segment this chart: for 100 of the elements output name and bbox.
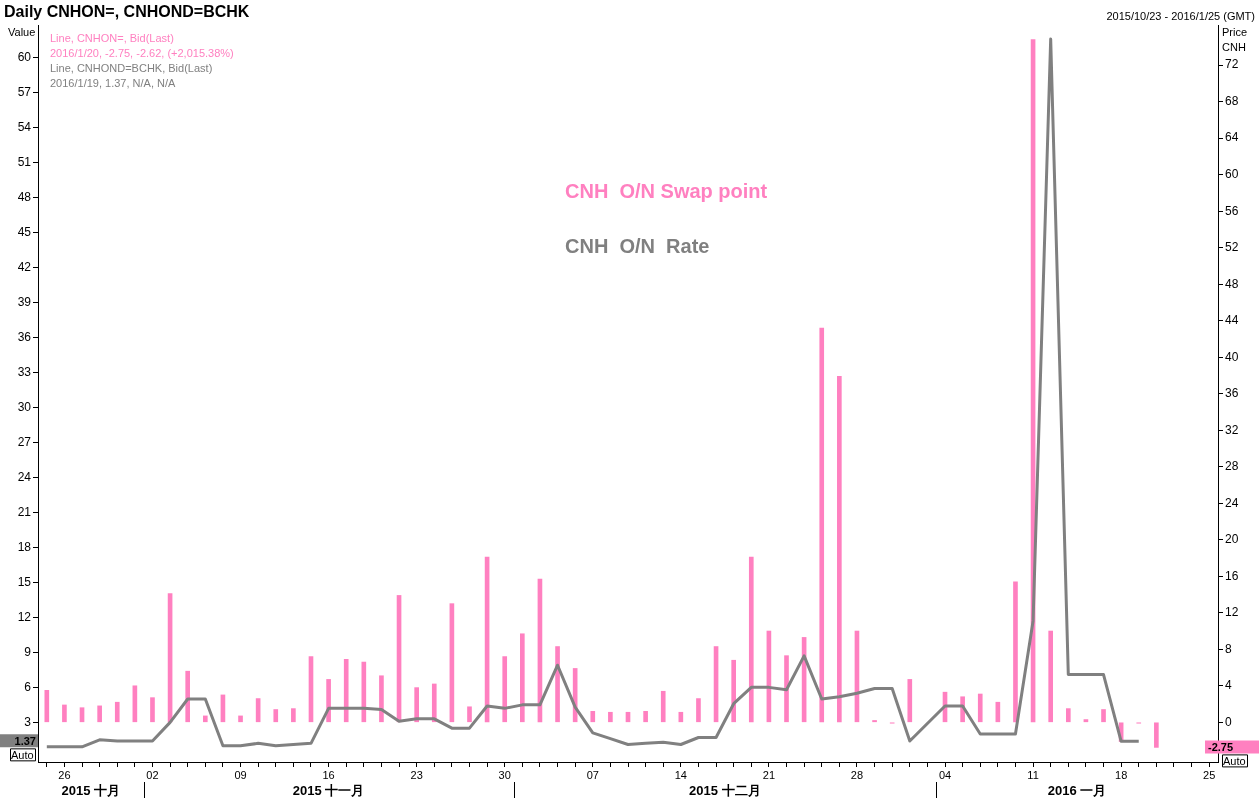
chart-title: Daily CNHON=, CNHOND=BCHK — [4, 3, 250, 20]
y2-tick-label: 16 — [1225, 568, 1239, 583]
x-tick-label: 30 — [498, 768, 511, 781]
text: CNH O/N Swap point — [565, 180, 768, 202]
annotation: 2016/1/19, 1.37, N/A, N/A — [50, 77, 177, 89]
text: 2015 十月 — [61, 783, 121, 798]
bar — [502, 656, 508, 723]
bar — [748, 556, 754, 723]
y-tick-label: 30 — [17, 399, 32, 414]
y-tick-label: 33 — [17, 364, 32, 379]
bar — [150, 697, 155, 723]
bar — [44, 690, 50, 723]
x-tick-label: 28 — [850, 768, 864, 781]
y2-tick-label: 68 — [1225, 93, 1239, 108]
y-tick-label: 12 — [17, 609, 32, 624]
y-tick-label: 60 — [17, 49, 32, 64]
y-tick-label: 24 — [17, 469, 32, 484]
y2-tick-label: 60 — [1225, 166, 1239, 181]
annotation: -2.75 — [1208, 741, 1234, 754]
y-tick-label: 9 — [24, 644, 32, 659]
bar — [273, 709, 279, 723]
y-tick-label: 21 — [17, 504, 32, 519]
bar — [907, 679, 913, 723]
text: 1.37 — [14, 735, 36, 748]
y2-tick-label: 52 — [1225, 240, 1239, 255]
y2-tick-label: 56 — [1225, 203, 1239, 218]
y-tick-label: 39 — [17, 294, 32, 309]
y-tick-label: 51 — [17, 154, 32, 169]
bar — [1101, 709, 1106, 723]
bar — [202, 715, 208, 723]
bar — [291, 708, 296, 723]
y-tick-label: 36 — [17, 329, 32, 344]
text: 2015 十二月 — [689, 783, 761, 798]
bar — [696, 698, 701, 723]
y2-tick-label: 48 — [1225, 276, 1239, 291]
bar — [837, 376, 842, 723]
bar — [185, 670, 191, 723]
bar — [643, 711, 648, 723]
y-tick-label: 42 — [17, 259, 32, 274]
bar — [238, 715, 243, 723]
bar — [343, 658, 349, 723]
bar — [590, 711, 596, 723]
y2-tick-label: 24 — [1225, 495, 1239, 510]
y2-tick-label: 20 — [1225, 532, 1239, 547]
bar — [731, 659, 736, 723]
bar — [379, 675, 384, 723]
bar — [819, 327, 825, 723]
annotation: Line, CNHOND=BCHK, Bid(Last) — [50, 62, 213, 74]
bar — [62, 704, 67, 723]
y2-tick-label: 32 — [1225, 422, 1239, 437]
x-tick-label: 21 — [762, 768, 776, 781]
bar — [1065, 708, 1071, 723]
bar — [784, 655, 789, 723]
y-tick-label: 6 — [24, 679, 32, 694]
y2-tick-label: 64 — [1225, 130, 1239, 145]
bar — [608, 711, 613, 723]
x-tick-label: 04 — [938, 768, 952, 781]
bar — [520, 633, 525, 723]
bar — [1154, 722, 1159, 748]
bar — [1013, 581, 1018, 723]
y2-tick-label: 36 — [1225, 386, 1239, 401]
x-tick-label: 25 — [1203, 768, 1216, 781]
text: 2016 一月 — [1047, 783, 1107, 798]
y2-tick-label: 44 — [1225, 313, 1239, 328]
y-axis-title: Value — [8, 26, 36, 38]
bar — [1048, 630, 1054, 723]
x-tick-label: 16 — [322, 768, 335, 781]
bar — [977, 693, 983, 723]
y2-axis-title: Price CNH — [1222, 26, 1248, 53]
y-tick-label: 15 — [17, 574, 32, 589]
y2-tick-label: 8 — [1225, 641, 1232, 656]
y2-tick-label: 72 — [1225, 57, 1239, 72]
bar — [97, 705, 102, 723]
bar — [114, 701, 120, 723]
text: 2015 十一月 — [292, 783, 365, 798]
y2-tick-label: 28 — [1225, 459, 1239, 474]
bar — [431, 683, 437, 723]
x-tick-label: 02 — [146, 768, 159, 781]
x-tick-label: 23 — [410, 768, 423, 781]
y2-tick-label: 0 — [1225, 714, 1232, 729]
y-tick-label: 18 — [17, 539, 32, 554]
y-tick-label: 3 — [24, 714, 32, 729]
annotation: 2016/1/20, -2.75, -2.62, (+2,015.38%) — [50, 47, 234, 59]
bar — [660, 690, 666, 723]
y-tick-label: 45 — [17, 224, 32, 239]
x-tick-label: 26 — [58, 768, 71, 781]
y2-tick-label: 4 — [1225, 678, 1232, 693]
y-tick-label: 57 — [17, 84, 32, 99]
chart-subtitle: 2015/10/23 - 2016/1/25 (GMT) — [1106, 10, 1255, 22]
y-tick-label: 54 — [17, 119, 32, 134]
x-tick-label: 07 — [586, 768, 599, 781]
bar — [361, 661, 367, 723]
x-tick-label: 14 — [674, 768, 687, 781]
text: CNH O/N Rate — [565, 235, 710, 257]
bar — [467, 706, 472, 723]
bar — [414, 687, 419, 723]
y-tick-label: 27 — [17, 434, 32, 449]
x-tick-label: 18 — [1115, 768, 1128, 781]
x-tick-label: 11 — [1027, 768, 1039, 781]
x-tick-label: 09 — [234, 768, 247, 781]
